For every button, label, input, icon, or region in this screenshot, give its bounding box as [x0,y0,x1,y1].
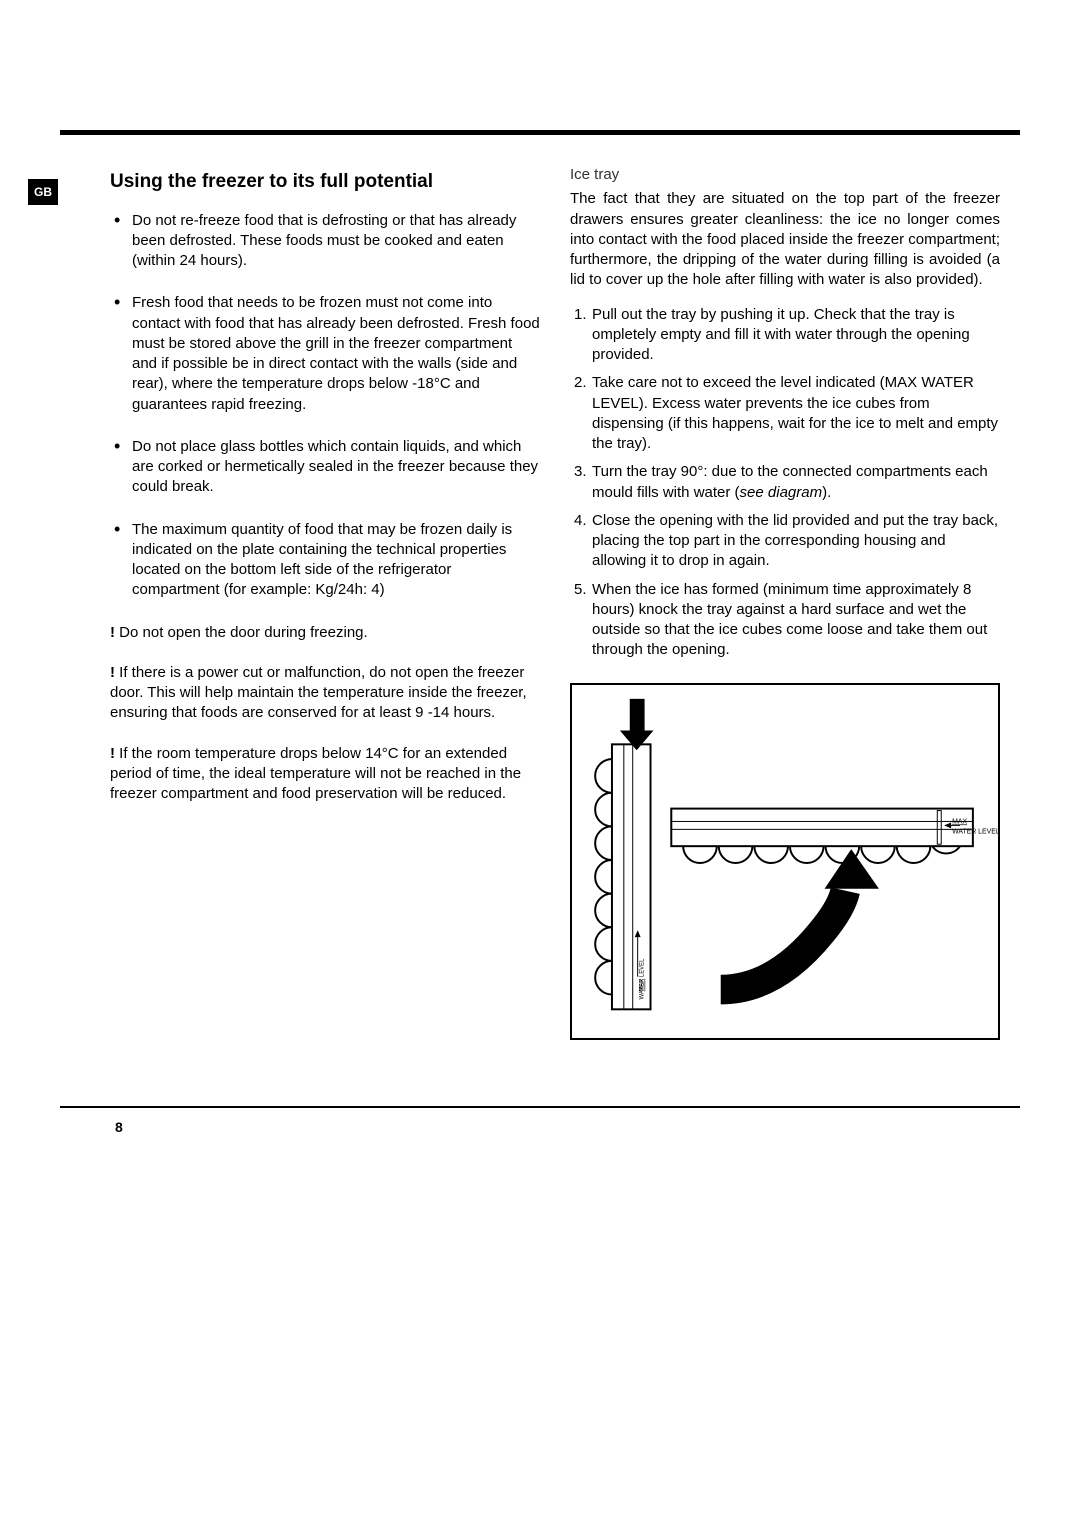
gb-badge: GB [28,179,58,205]
warning-text: If there is a power cut or malfunction, … [110,664,527,722]
bullet-item: Do not place glass bottles which contain… [132,437,540,498]
step-item: Take care not to exceed the level indica… [574,373,1000,454]
step-item: When the ice has formed (minimum time ap… [574,580,1000,661]
intro-text: The fact that they are situated on the t… [570,189,1000,290]
page-content: GB Using the freezer to its full potenti… [0,0,1080,1100]
warning-icon: ! [110,624,115,641]
warning-text: Do not open the door during freezing. [119,624,368,641]
warning-item: ! If the room temperature drops below 14… [110,744,540,805]
warning-icon: ! [110,745,115,762]
step-item: Turn the tray 90°: due to the connected … [574,462,1000,503]
diagram-svg: MAX WATER LEVEL MAX WATER LEVEL [572,685,998,1038]
step-item: Pull out the tray by pushing it up. Chec… [574,305,1000,366]
bullet-item: Fresh food that needs to be frozen must … [132,293,540,415]
step-italic: see diagram [740,484,823,501]
top-rule [60,130,1020,135]
warning-icon: ! [110,664,115,681]
page-number: 8 [115,1119,123,1135]
bullet-list: Do not re-freeze food that is defrosting… [110,211,540,601]
bullet-item: The maximum quantity of food that may be… [132,520,540,601]
subheading: Ice tray [570,165,1000,185]
warning-text: If the room temperature drops below 14°C… [110,745,521,803]
svg-text:WATER LEVEL: WATER LEVEL [640,957,646,999]
warning-item: ! If there is a power cut or malfunction… [110,663,540,724]
ice-tray-diagram: MAX WATER LEVEL MAX WATER LEVEL [570,683,1000,1040]
section-title: Using the freezer to its full potential [110,169,540,195]
svg-text:MAX: MAX [952,818,967,825]
columns: Using the freezer to its full potential … [110,165,1020,1040]
left-column: Using the freezer to its full potential … [110,165,540,1040]
step-text: ). [822,484,831,501]
right-column: Ice tray The fact that they are situated… [570,165,1000,1040]
steps-list: Pull out the tray by pushing it up. Chec… [570,305,1000,661]
bullet-item: Do not re-freeze food that is defrosting… [132,211,540,272]
step-item: Close the opening with the lid provided … [574,511,1000,572]
warning-item: ! Do not open the door during freezing. [110,623,540,643]
bottom-rule [60,1106,1020,1108]
svg-text:WATER LEVEL: WATER LEVEL [952,828,998,835]
